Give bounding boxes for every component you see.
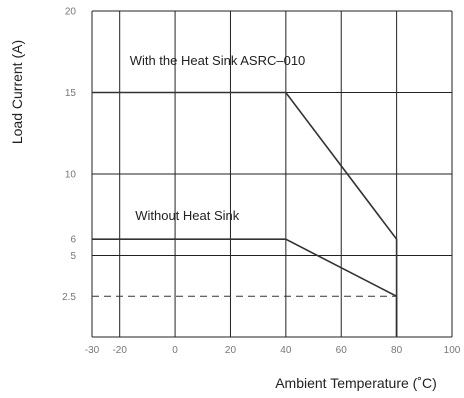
x-tick-labels: -30 -20 0 20 40 60 80 100	[85, 345, 461, 356]
x-tick-label: 40	[280, 345, 292, 356]
x-tick-label: -30	[85, 345, 100, 356]
y-axis-label: Load Current (A)	[9, 40, 25, 144]
series-lines	[92, 91, 398, 337]
x-tick-label: 80	[391, 345, 403, 356]
y-tick-label: 10	[65, 170, 77, 181]
y-tick-label: 20	[65, 7, 77, 18]
x-axis-label: Ambient Temperature (˚C)	[275, 375, 437, 391]
x-tick-label: 20	[225, 345, 237, 356]
y-tick-label: 6	[70, 235, 76, 246]
y-tick-label: 2.5	[62, 292, 76, 303]
y-tick-label: 5	[70, 251, 76, 262]
x-tick-label: -20	[112, 345, 127, 356]
x-tick-label: 60	[336, 345, 348, 356]
x-tick-label: 0	[172, 345, 178, 356]
annotations: With the Heat Sink ASRC–010 Without Heat …	[130, 53, 306, 223]
series-annotation-1: With the Heat Sink ASRC–010	[130, 53, 306, 68]
y-tick-labels: 2.5 5 6 10 15 20	[62, 7, 76, 303]
y-tick-label: 15	[65, 88, 77, 99]
x-tick-label: 100	[444, 345, 461, 356]
series-line-1	[92, 91, 398, 337]
series-annotation-2: Without Heat Sink	[135, 208, 240, 223]
series-line-2	[92, 238, 398, 337]
